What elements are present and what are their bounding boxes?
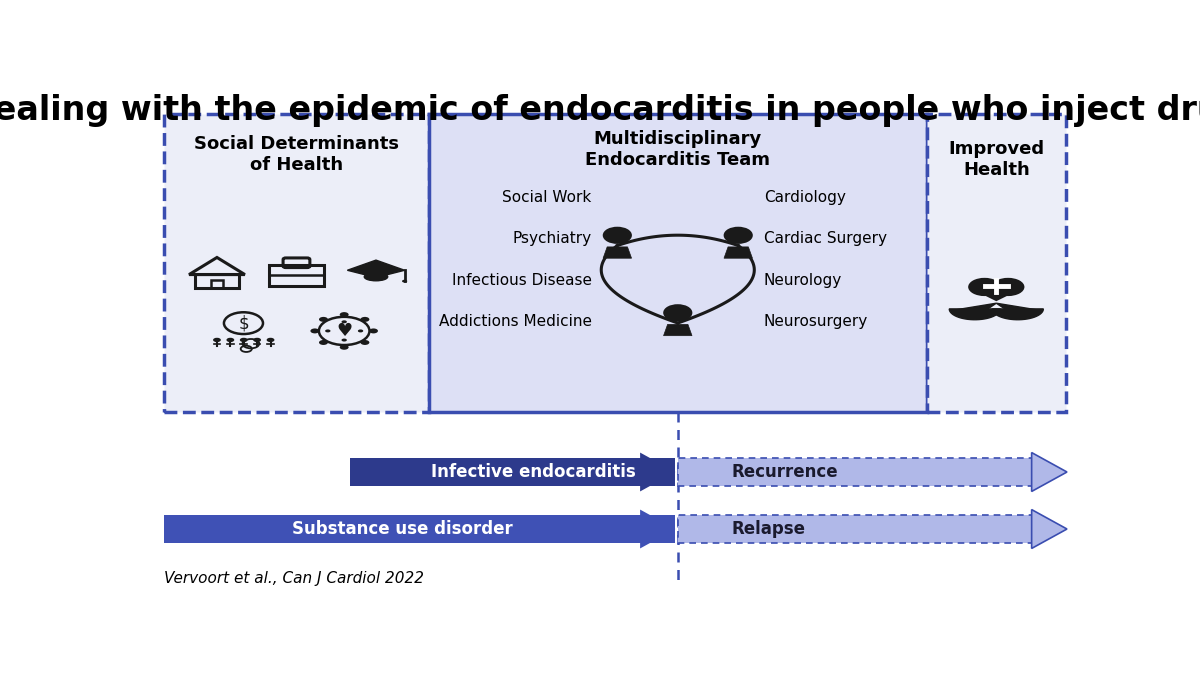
Circle shape <box>240 338 247 342</box>
Text: Vervoort et al., Can J Cardiol 2022: Vervoort et al., Can J Cardiol 2022 <box>164 571 424 586</box>
Circle shape <box>340 312 349 317</box>
Text: Recurrence: Recurrence <box>731 463 838 481</box>
FancyArrow shape <box>350 458 674 487</box>
Text: Neurosurgery: Neurosurgery <box>763 314 868 329</box>
Circle shape <box>325 329 330 332</box>
Circle shape <box>968 278 1001 296</box>
Polygon shape <box>970 288 1022 302</box>
Circle shape <box>266 338 275 342</box>
Text: Multidisciplinary
Endocarditis Team: Multidisciplinary Endocarditis Team <box>586 130 770 169</box>
FancyArrow shape <box>640 452 676 491</box>
Polygon shape <box>604 247 631 258</box>
FancyBboxPatch shape <box>926 114 1066 413</box>
Circle shape <box>342 320 347 323</box>
Text: Cardiac Surgery: Cardiac Surgery <box>763 232 887 246</box>
Text: Infective endocarditis: Infective endocarditis <box>431 463 636 481</box>
Circle shape <box>227 338 234 342</box>
Circle shape <box>604 227 631 243</box>
Text: Addictions Medicine: Addictions Medicine <box>439 314 592 329</box>
Circle shape <box>360 317 370 322</box>
Circle shape <box>370 328 378 333</box>
Circle shape <box>253 338 262 342</box>
Text: Improved
Health: Improved Health <box>948 141 1044 179</box>
FancyArrow shape <box>678 515 1032 543</box>
Text: Dealing with the epidemic of endocarditis in people who inject drugs: Dealing with the epidemic of endocarditi… <box>0 94 1200 127</box>
Text: ♥: ♥ <box>336 322 353 340</box>
Polygon shape <box>724 247 752 258</box>
Circle shape <box>358 329 364 332</box>
Circle shape <box>402 280 407 283</box>
Text: Social Determinants
of Health: Social Determinants of Health <box>194 135 398 174</box>
Polygon shape <box>347 260 404 277</box>
Circle shape <box>340 345 349 350</box>
Circle shape <box>725 227 751 243</box>
Text: Cardiology: Cardiology <box>763 190 846 205</box>
Circle shape <box>311 328 319 333</box>
Circle shape <box>342 339 347 341</box>
FancyBboxPatch shape <box>164 114 430 413</box>
Circle shape <box>360 340 370 345</box>
FancyArrow shape <box>1032 509 1067 548</box>
Circle shape <box>665 306 691 320</box>
Circle shape <box>319 317 328 322</box>
Polygon shape <box>992 309 1043 320</box>
Text: Psychiatry: Psychiatry <box>512 232 592 246</box>
Polygon shape <box>949 309 1001 320</box>
FancyArrow shape <box>678 458 1032 487</box>
Text: $: $ <box>238 314 248 332</box>
Text: Substance use disorder: Substance use disorder <box>292 520 512 538</box>
Circle shape <box>991 278 1025 296</box>
Circle shape <box>214 338 221 342</box>
FancyBboxPatch shape <box>430 114 926 413</box>
Text: Infectious Disease: Infectious Disease <box>451 273 592 288</box>
Text: Neurology: Neurology <box>763 273 842 288</box>
FancyArrow shape <box>164 515 674 543</box>
Polygon shape <box>996 304 1039 318</box>
Text: Social Work: Social Work <box>503 190 592 205</box>
Polygon shape <box>953 304 996 318</box>
Circle shape <box>319 340 328 345</box>
Text: Relapse: Relapse <box>731 520 805 538</box>
Polygon shape <box>664 324 692 336</box>
FancyArrow shape <box>1032 452 1067 491</box>
Ellipse shape <box>365 273 388 281</box>
FancyArrow shape <box>640 509 676 548</box>
